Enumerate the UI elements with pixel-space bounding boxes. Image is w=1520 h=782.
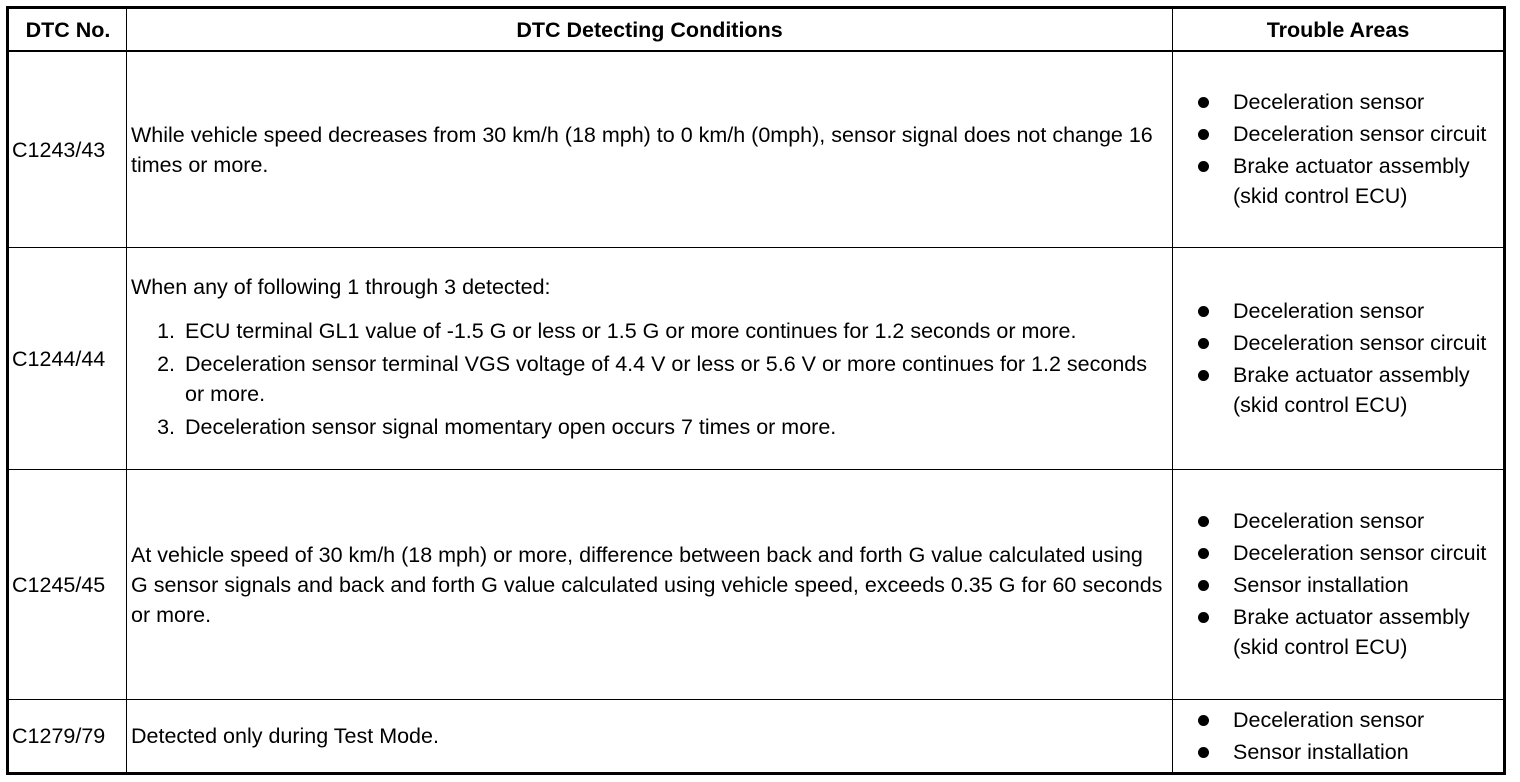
bullet-icon (1198, 714, 1209, 726)
trouble-areas-list: Deceleration sensor Deceleration sensor … (1177, 296, 1499, 420)
table-row: C1245/45 At vehicle speed of 30 km/h (18… (7, 469, 1505, 700)
condition-step: Deceleration sensor signal momentary ope… (181, 412, 1164, 442)
trouble-area-item: Sensor installation (1197, 570, 1499, 600)
trouble-areas-cell: Deceleration sensor Deceleration sensor … (1172, 247, 1505, 470)
trouble-area-item: Deceleration sensor (1197, 87, 1499, 117)
bullet-icon (1198, 370, 1209, 381)
dtc-code: C1244/44 (7, 247, 127, 470)
condition-step: Deceleration sensor terminal VGS voltage… (181, 349, 1164, 409)
trouble-areas-cell: Deceleration sensor Sensor installation (1172, 699, 1505, 774)
detecting-condition: At vehicle speed of 30 km/h (18 mph) or … (126, 469, 1173, 700)
condition-step: ECU terminal GL1 value of -1.5 G or less… (181, 316, 1164, 346)
dtc-code: C1245/45 (7, 469, 127, 700)
dtc-code: C1243/43 (7, 50, 127, 248)
bullet-icon (1198, 548, 1209, 559)
header-conditions: DTC Detecting Conditions (126, 7, 1173, 52)
trouble-areas-list: Deceleration sensor Sensor installation (1177, 705, 1499, 767)
trouble-areas-cell: Deceleration sensor Deceleration sensor … (1172, 469, 1505, 700)
bullet-icon (1198, 97, 1209, 108)
bullet-icon (1198, 580, 1209, 591)
bullet-icon (1198, 746, 1209, 758)
table-row: C1243/43 While vehicle speed decreases f… (7, 50, 1505, 248)
trouble-area-item: Deceleration sensor (1197, 705, 1499, 735)
trouble-area-item: Deceleration sensor (1197, 296, 1499, 326)
trouble-areas-cell: Deceleration sensor Deceleration sensor … (1172, 50, 1505, 248)
trouble-area-item: Sensor installation (1197, 737, 1499, 767)
bullet-icon (1198, 129, 1209, 140)
bullet-icon (1198, 338, 1209, 349)
header-row: DTC No. DTC Detecting Conditions Trouble… (7, 7, 1505, 52)
dtc-code: C1279/79 (7, 699, 127, 774)
bullet-icon (1198, 161, 1209, 172)
trouble-area-item: Deceleration sensor (1197, 506, 1499, 536)
table-row: C1244/44 When any of following 1 through… (7, 247, 1505, 470)
trouble-area-item: Brake actuator assembly (skid control EC… (1197, 360, 1499, 420)
trouble-area-item: Deceleration sensor circuit (1197, 119, 1499, 149)
header-dtc-no: DTC No. (7, 7, 127, 52)
trouble-areas-list: Deceleration sensor Deceleration sensor … (1177, 87, 1499, 211)
detecting-condition: When any of following 1 through 3 detect… (126, 247, 1173, 470)
bullet-icon (1198, 612, 1209, 623)
trouble-area-item: Brake actuator assembly (skid control EC… (1197, 151, 1499, 211)
trouble-area-item: Deceleration sensor circuit (1197, 328, 1499, 358)
bullet-icon (1198, 516, 1209, 527)
condition-intro: When any of following 1 through 3 detect… (131, 275, 551, 299)
trouble-area-item: Deceleration sensor circuit (1197, 538, 1499, 568)
condition-steps: ECU terminal GL1 value of -1.5 G or less… (131, 316, 1164, 442)
detecting-condition: While vehicle speed decreases from 30 km… (126, 50, 1173, 248)
trouble-areas-list: Deceleration sensor Deceleration sensor … (1177, 506, 1499, 662)
trouble-area-item: Brake actuator assembly (skid control EC… (1197, 602, 1499, 662)
table-row: C1279/79 Detected only during Test Mode.… (7, 699, 1505, 774)
bullet-icon (1198, 306, 1209, 317)
header-trouble-areas: Trouble Areas (1172, 7, 1505, 52)
detecting-condition: Detected only during Test Mode. (126, 699, 1173, 774)
dtc-table: DTC No. DTC Detecting Conditions Trouble… (6, 6, 1506, 775)
